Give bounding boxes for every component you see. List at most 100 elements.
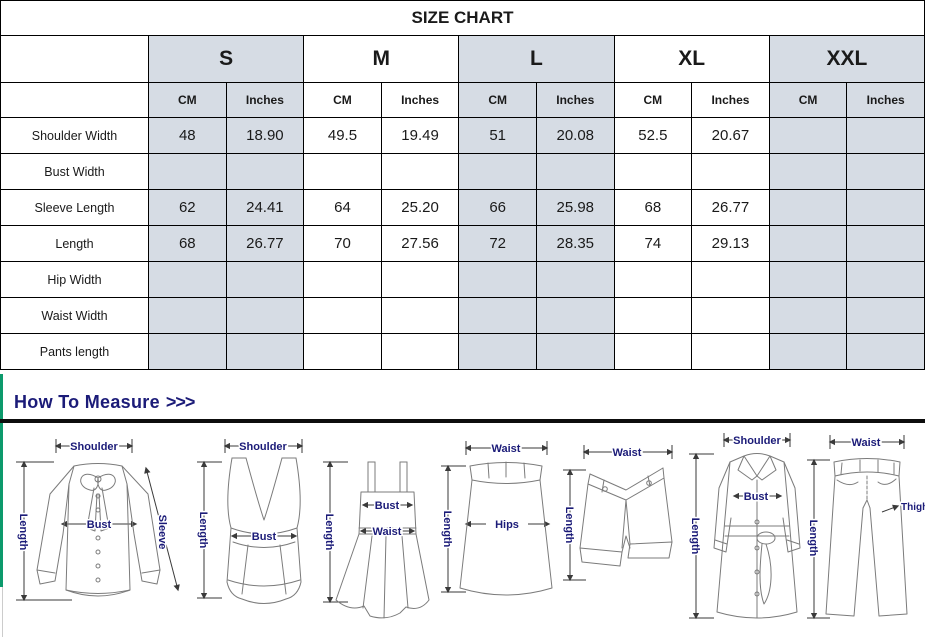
table-cell: 19.49	[380, 117, 460, 154]
unit-header: Inches	[846, 82, 925, 118]
table-cell	[846, 225, 925, 262]
dress-illustration: Length Bust Waist	[322, 460, 430, 619]
page-title: SIZE CHART	[0, 0, 925, 36]
table-cell: 27.56	[380, 225, 460, 262]
table-cell	[458, 153, 537, 190]
table-cell	[148, 261, 227, 298]
table-cell: 70	[303, 225, 382, 262]
table-cell	[613, 333, 693, 370]
heading-text: How To Measure	[14, 392, 160, 412]
measure-label-hips: Hips	[495, 519, 519, 531]
measure-label-waist: Waist	[373, 526, 402, 538]
table-cell: 68	[613, 189, 693, 226]
corner-cell	[0, 82, 149, 118]
table-cell	[846, 261, 925, 298]
table-cell	[613, 153, 693, 190]
table-cell	[225, 153, 305, 190]
how-to-measure-heading: How To Measure >>>	[14, 392, 196, 413]
size-header-l: L	[458, 35, 615, 83]
table-row: Shoulder Width 48 18.90 49.5 19.49 51 20…	[0, 117, 925, 154]
size-chart-table: SIZE CHART S M L XL XXL CM Inches CM Inc…	[0, 0, 925, 370]
table-cell	[225, 333, 305, 370]
table-cell: 66	[458, 189, 537, 226]
table-cell	[768, 297, 848, 334]
table-cell	[380, 297, 460, 334]
table-cell	[768, 225, 848, 262]
measure-label-bust: Bust	[87, 519, 112, 531]
table-row: Waist Width	[0, 297, 925, 334]
table-cell: 24.41	[225, 189, 305, 226]
table-cell: 74	[613, 225, 693, 262]
table-cell	[380, 261, 460, 298]
unit-header: CM	[303, 82, 382, 118]
size-header-m: M	[303, 35, 460, 83]
table-cell	[768, 153, 848, 190]
table-row: Sleeve Length 62 24.41 64 25.20 66 25.98…	[0, 189, 925, 226]
table-cell	[303, 261, 382, 298]
size-header-xxl: XXL	[768, 35, 925, 83]
shorts-illustration: Waist Length	[562, 445, 674, 582]
table-cell	[768, 117, 848, 154]
measure-label-length: Length	[689, 518, 701, 555]
table-cell: 52.5	[613, 117, 693, 154]
measure-label-shoulder: Shoulder	[733, 435, 781, 447]
measure-label-sleeve: Sleeve	[156, 515, 168, 550]
measure-label-waist: Waist	[852, 437, 881, 449]
table-cell	[303, 297, 382, 334]
table-row: Bust Width	[0, 153, 925, 190]
table-cell	[380, 333, 460, 370]
table-cell: 28.35	[535, 225, 615, 262]
row-label: Shoulder Width	[0, 117, 149, 154]
table-cell	[768, 261, 848, 298]
table-cell	[846, 117, 925, 154]
measure-label-bust: Bust	[744, 491, 769, 503]
table-cell	[225, 297, 305, 334]
table-cell: 20.08	[535, 117, 615, 154]
table-cell	[458, 297, 537, 334]
table-cell: 64	[303, 189, 382, 226]
row-label: Hip Width	[0, 261, 149, 298]
measure-label-shoulder: Shoulder	[70, 441, 118, 453]
table-cell: 51	[458, 117, 537, 154]
table-cell: 72	[458, 225, 537, 262]
chevrons: >>>	[165, 392, 196, 412]
table-cell	[691, 153, 770, 190]
table-cell	[303, 153, 382, 190]
measure-label-thigh: Thigh	[901, 502, 925, 513]
table-cell	[613, 297, 693, 334]
table-cell	[691, 261, 770, 298]
size-header-xl: XL	[613, 35, 770, 83]
table-cell	[148, 297, 227, 334]
measure-label-waist: Waist	[613, 447, 642, 459]
unit-header-row: CM Inches CM Inches CM Inches CM Inches …	[0, 82, 925, 118]
size-header-row: S M L XL XXL	[0, 35, 925, 83]
measure-illustrations: Shoulder Length Bust Sleeve	[0, 426, 925, 637]
unit-header: Inches	[380, 82, 460, 118]
measure-label-length: Length	[441, 511, 453, 548]
row-label: Sleeve Length	[0, 189, 149, 226]
table-cell: 48	[148, 117, 227, 154]
tank-top-illustration: Shoulder Length Bust	[196, 439, 304, 604]
blouse-illustration: Shoulder Length Bust Sleeve	[16, 439, 180, 602]
table-cell: 26.77	[691, 189, 770, 226]
table-row: Hip Width	[0, 261, 925, 298]
corner-cell	[0, 35, 149, 83]
table-cell: 25.20	[380, 189, 460, 226]
measure-label-waist: Waist	[492, 443, 521, 455]
table-cell	[846, 333, 925, 370]
table-cell	[846, 153, 925, 190]
table-cell	[846, 189, 925, 226]
table-cell	[225, 261, 305, 298]
measure-label-length: Length	[807, 520, 819, 557]
table-cell	[613, 261, 693, 298]
skirt-illustration: Waist Length Hips	[440, 441, 553, 596]
table-cell: 25.98	[535, 189, 615, 226]
table-cell: 26.77	[225, 225, 305, 262]
table-cell	[535, 297, 615, 334]
row-label: Bust Width	[0, 153, 149, 190]
table-cell: 29.13	[691, 225, 770, 262]
row-label: Pants length	[0, 333, 149, 370]
row-label: Waist Width	[0, 297, 149, 334]
table-cell	[768, 189, 848, 226]
